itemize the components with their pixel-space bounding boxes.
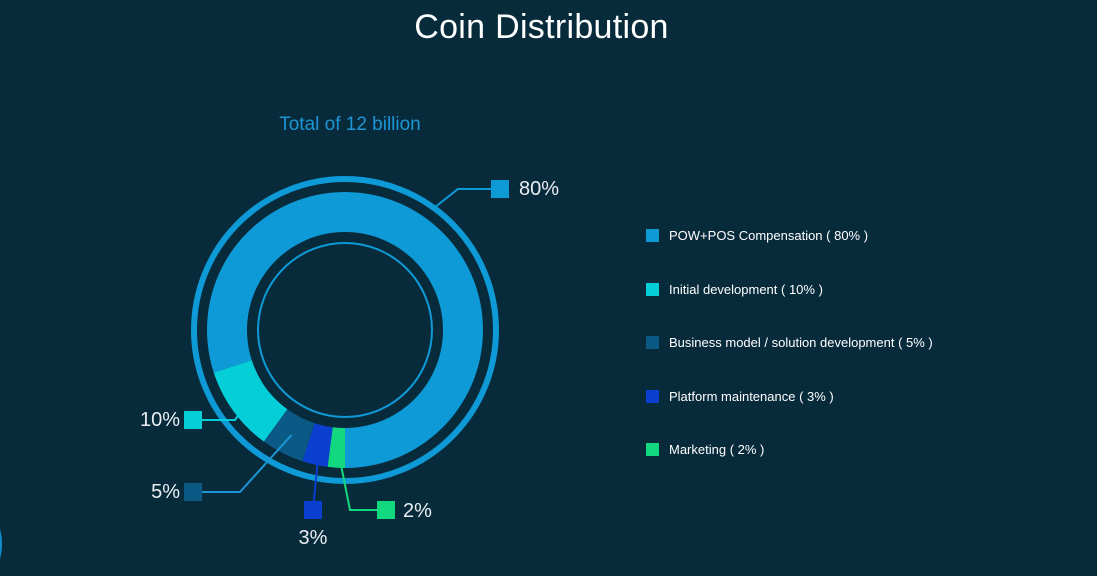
slice-1	[213, 360, 288, 442]
callout-line-2	[193, 434, 293, 493]
legend-swatch	[646, 389, 659, 403]
slice-4	[327, 427, 345, 468]
legend-swatch	[646, 443, 659, 456]
legend-item: Initial development ( 10% )	[646, 282, 823, 297]
data-label-1: 10%	[140, 409, 180, 431]
legend-label: POW+POS Compensation ( 80% )	[669, 228, 869, 243]
legend-label: Platform maintenance ( 3% )	[669, 388, 834, 404]
legend-item: Platform maintenance ( 3% )	[646, 389, 834, 404]
slice-2	[263, 409, 315, 462]
data-label-2: 5%	[151, 481, 180, 503]
legend-item: POW+POS Compensation ( 80% )	[646, 228, 868, 243]
inner-ring	[257, 242, 433, 418]
data-label-0: 80%	[519, 178, 559, 200]
callout-marker-3	[304, 501, 322, 519]
callout-line-1	[193, 398, 251, 421]
data-label-4: 2%	[403, 500, 432, 522]
legend-swatch	[646, 229, 659, 242]
callout-marker-1	[184, 411, 202, 429]
callout-line-4	[336, 447, 386, 511]
legend-item: Business model / solution development ( …	[646, 335, 933, 350]
page-title: Coin Distribution	[414, 8, 669, 46]
data-label-3: 3%	[299, 527, 328, 547]
callout-line-3	[312, 445, 321, 511]
chart-subtitle: Total of 12 billion	[279, 114, 421, 135]
callout-marker-2	[184, 483, 202, 501]
legend-label: Marketing ( 2% )	[669, 442, 765, 457]
slice-3	[302, 423, 333, 467]
legend-swatch	[646, 282, 659, 296]
callout-line-0	[432, 188, 500, 210]
legend-label: Business model / solution development ( …	[669, 335, 933, 350]
legend-label: Initial development ( 10% )	[669, 281, 823, 297]
callout-marker-4	[377, 501, 395, 519]
callout-marker-0	[491, 180, 509, 198]
donut-chart: 80% 10% 5% 3% 2%	[140, 176, 559, 547]
legend-item: Marketing ( 2% )	[646, 442, 764, 457]
legend-swatch	[646, 336, 659, 349]
